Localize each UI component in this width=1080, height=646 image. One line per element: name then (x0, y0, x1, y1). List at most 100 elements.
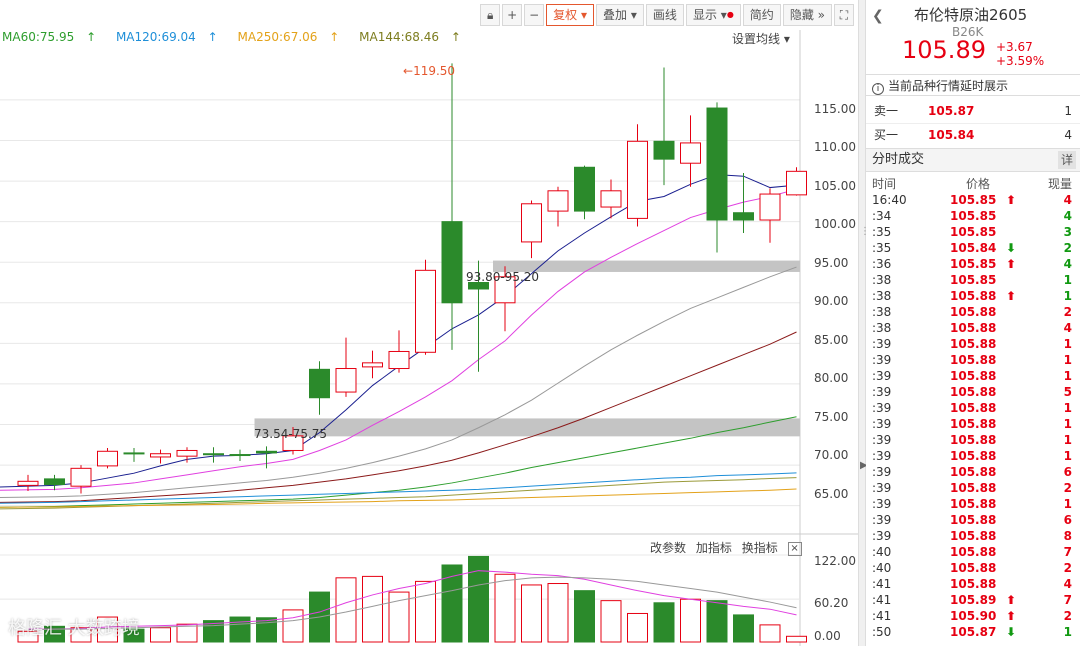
candle-body (494, 276, 516, 304)
trade-volume: 2 (1063, 561, 1072, 575)
candle-body (256, 450, 277, 454)
trade-volume: 1 (1063, 273, 1072, 287)
down-arrow-icon: ⬇ (1006, 241, 1017, 255)
trade-volume: 1 (1063, 337, 1072, 351)
change-params-button[interactable]: 改参数 (650, 541, 687, 555)
trade-volume: 1 (1063, 433, 1072, 447)
trade-price: 105.88 (950, 417, 997, 431)
trade-row: :39 105.88 1 (866, 336, 1080, 352)
simple-mode-button[interactable]: 简约 (742, 4, 781, 26)
support-zone (493, 260, 800, 272)
candle-body (123, 452, 145, 455)
trade-price: 105.88 (950, 433, 997, 447)
trade-row: :40 105.88 2 (866, 560, 1080, 576)
volume-bar (521, 584, 542, 643)
back-arrow-icon[interactable]: ❮ (872, 8, 884, 24)
zoom-in-button[interactable]: + (502, 4, 523, 26)
volume-bar (44, 625, 65, 643)
drag-handle-icon[interactable]: ⋮ (860, 226, 870, 237)
price-axis-label: 70.00 (814, 448, 849, 462)
bid-volume: 4 (1064, 128, 1072, 142)
price-axis-label: 80.00 (814, 371, 849, 385)
trade-row: :41 105.90 ⬆ 2 (866, 608, 1080, 624)
up-arrow-icon: ⬆ (1006, 593, 1017, 607)
trade-time: :38 (872, 289, 892, 303)
candle-body (415, 269, 436, 353)
overlay-dropdown[interactable]: 叠加 ▾ (596, 4, 644, 26)
kline-chart-pane[interactable]: 🔒︎ + − 复权 ▾ 叠加 ▾ 画线 显示 ▾● 简约 隐藏 » ⛶ MA60… (0, 0, 858, 646)
candle-body (70, 467, 92, 487)
hide-button[interactable]: 隐藏 » (782, 4, 832, 26)
trade-row: :39 105.88 6 (866, 512, 1080, 528)
trade-price: 105.88 (950, 353, 997, 367)
ma-settings-button[interactable]: 设置均线 ▾ (732, 32, 790, 46)
trade-volume: 4 (1063, 209, 1072, 223)
switch-indicator-button[interactable]: 换指标 (741, 541, 778, 555)
trade-row: :39 105.88 2 (866, 480, 1080, 496)
ask-row: 卖一 105.87 1 (866, 100, 1080, 122)
close-indicator-icon[interactable]: × (787, 541, 802, 556)
trade-price: 105.88 (950, 529, 997, 543)
fullscreen-icon[interactable]: ⛶ (834, 4, 854, 26)
zoom-out-button[interactable]: − (524, 4, 545, 26)
up-arrow-icon: ↑ (450, 30, 461, 44)
draw-line-button[interactable]: 画线 (645, 4, 684, 26)
up-arrow-icon: ↑ (207, 30, 218, 44)
trade-row: :39 105.88 1 (866, 352, 1080, 368)
trade-price: 105.89 (950, 593, 997, 607)
kline-chart[interactable] (0, 0, 858, 646)
ma250-label: MA250:67.06 (237, 30, 318, 44)
col-volume: 现量 (1047, 177, 1072, 191)
trade-price: 105.88 (950, 577, 997, 591)
lock-icon[interactable]: 🔒︎ (480, 4, 501, 26)
candle-body (17, 480, 39, 486)
volume-axis-label: 0.00 (814, 629, 841, 643)
trade-volume: 6 (1063, 513, 1072, 527)
trade-volume: 1 (1063, 289, 1072, 303)
fuquan-dropdown[interactable]: 复权 ▾ (546, 4, 595, 26)
candle-body (600, 190, 622, 208)
panel-divider[interactable]: ⋮ ▶ (858, 0, 870, 646)
trade-price: 105.88 (950, 321, 997, 335)
candle-body (653, 140, 675, 160)
watermark: 格隆汇 大数跨境 (8, 618, 140, 639)
trade-list[interactable]: 16:40 105.85 ⬆ 4:34 105.85 4:35 105.85 3:35 105.… (866, 192, 1080, 640)
up-arrow-icon: ⬆ (1006, 193, 1017, 207)
ma60-label: MA60:75.95 (2, 30, 75, 44)
trade-time: :40 (872, 545, 892, 559)
left-arrow-icon: ← (403, 64, 414, 78)
candle-body (388, 350, 410, 370)
fuquan-label: 复权 (553, 8, 578, 22)
ma60-line (0, 416, 797, 508)
col-time: 时间 (872, 177, 897, 191)
trade-price: 105.88 (950, 289, 997, 303)
volume-bar (123, 628, 145, 643)
trade-volume: 4 (1063, 577, 1072, 591)
trade-volume: 4 (1063, 193, 1072, 207)
trade-price: 105.88 (950, 305, 997, 319)
detail-button[interactable]: 详 (1057, 151, 1076, 169)
vol-ma10-line (27, 576, 797, 631)
trade-price: 105.88 (950, 369, 997, 383)
collapse-arrow-icon[interactable]: ▶ (860, 460, 868, 471)
candle-body (309, 368, 330, 399)
volume-bar (282, 609, 304, 643)
volume-bar (70, 627, 92, 643)
ask-volume: 1 (1064, 104, 1072, 118)
trades-header: 分时成交 详 (866, 148, 1080, 172)
ma10-line (0, 188, 797, 491)
trade-time: :39 (872, 417, 892, 431)
bid-label: 买一 (874, 128, 899, 142)
trade-price: 105.88 (950, 465, 997, 479)
zone-label-upper: 93.80-95.20 (466, 270, 540, 284)
trade-time: :39 (872, 529, 892, 543)
add-indicator-button[interactable]: 加指标 (695, 541, 732, 555)
display-dropdown[interactable]: 显示 ▾● (685, 4, 741, 26)
instrument-code: B26K (952, 25, 984, 39)
candle-body (335, 368, 357, 393)
trade-row: 16:40 105.85 ⬆ 4 (866, 192, 1080, 208)
trade-time: :34 (872, 209, 892, 223)
chevron-down-icon: ▾ (630, 8, 637, 22)
ma30-line (0, 331, 797, 503)
notification-dot-icon: ● (726, 10, 734, 19)
